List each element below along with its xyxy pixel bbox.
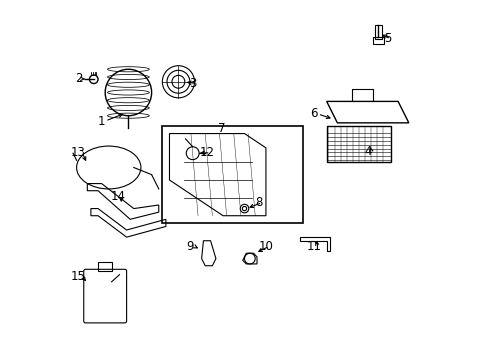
Text: 12: 12 — [199, 147, 214, 159]
Text: 13: 13 — [71, 146, 86, 159]
Text: 11: 11 — [306, 240, 321, 253]
Text: 6: 6 — [310, 107, 317, 120]
Text: 5: 5 — [383, 32, 390, 45]
Text: 8: 8 — [255, 196, 262, 209]
Text: 7: 7 — [217, 122, 224, 135]
Bar — [162, 126, 303, 223]
Text: 14: 14 — [110, 190, 125, 203]
Text: 9: 9 — [186, 240, 194, 253]
Text: 3: 3 — [189, 77, 196, 90]
Text: 15: 15 — [71, 270, 86, 283]
Text: 4: 4 — [363, 145, 371, 158]
Text: 1: 1 — [98, 114, 105, 127]
Text: 10: 10 — [258, 240, 273, 253]
Text: 2: 2 — [75, 72, 82, 85]
